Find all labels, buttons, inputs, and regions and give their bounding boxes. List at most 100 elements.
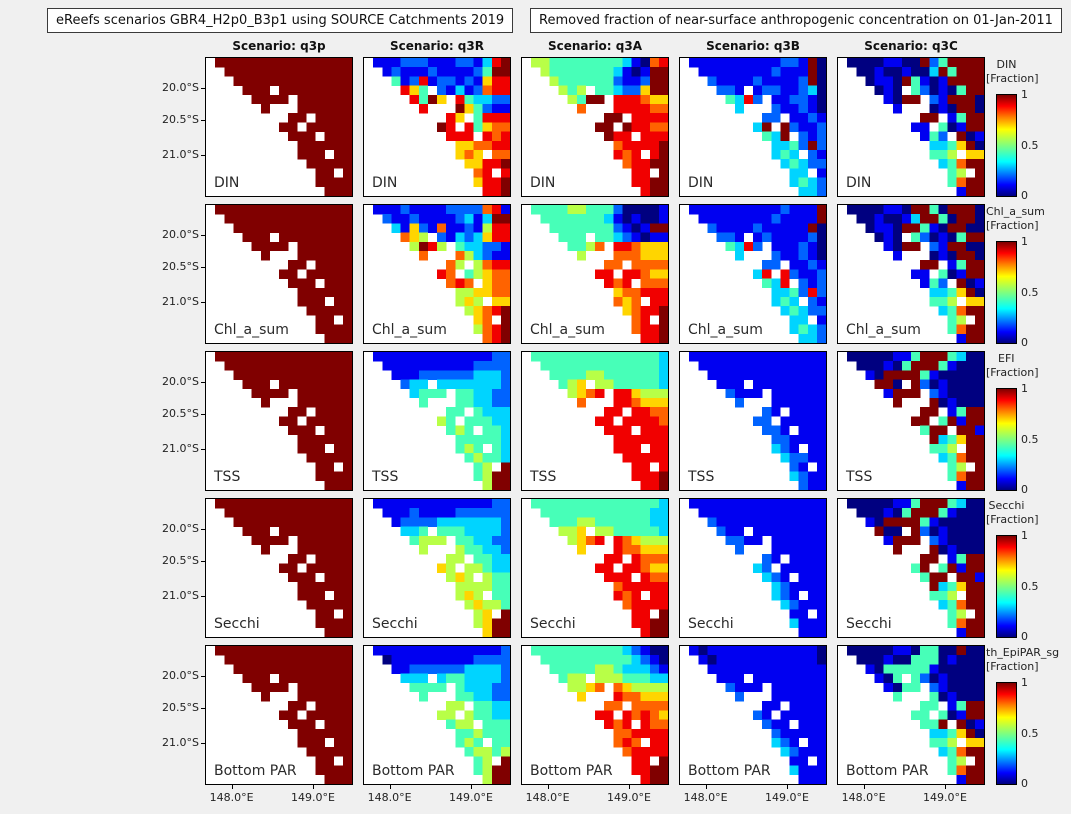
lat-tick-mark [201, 381, 205, 383]
map-panel-DIN-q3B: DIN [679, 57, 827, 197]
colorbar-tick-label: 0 [1021, 777, 1028, 790]
map-panel-Secchi-q3R: Secchi [363, 498, 511, 638]
lat-tick-mark [201, 675, 205, 677]
colorbar-tick-label: 0 [1021, 336, 1028, 349]
map-variable-label: TSS [688, 469, 715, 485]
map-panel-DIN-q3A: DIN [521, 57, 669, 197]
map-panel-Secchi-q3B: Secchi [679, 498, 827, 638]
map-variable-label: DIN [846, 175, 872, 191]
lon-tick-label: 148.0°E [841, 791, 886, 804]
lat-tick-label: 20.5°S [162, 113, 199, 126]
map-panel-TSS-q3B: TSS [679, 351, 827, 491]
colorbar-tick-label: 1 [1021, 529, 1028, 542]
map-variable-label: Bottom PAR [688, 763, 771, 779]
colorbar-tick-label: 0 [1021, 189, 1028, 202]
map-variable-label: TSS [372, 469, 399, 485]
column-header-q3A: Scenario: q3A [547, 39, 642, 53]
heatmap-TSS-q3B [689, 352, 826, 490]
heatmap-Secchi-q3B [689, 499, 826, 637]
map-variable-label: TSS [846, 469, 873, 485]
lat-tick-label: 20.5°S [162, 701, 199, 714]
lon-tick-mark [231, 785, 233, 789]
heatmap-DIN-q3C [847, 58, 984, 196]
lat-tick-label: 21.0°S [162, 589, 199, 602]
map-panel-Bottom_PAR-q3p: Bottom PAR [205, 645, 353, 785]
map-panel-Secchi-q3p: Secchi [205, 498, 353, 638]
lat-tick-mark [201, 528, 205, 530]
heatmap-DIN-q3R [373, 58, 510, 196]
map-variable-label: Chl_a_sum [846, 322, 921, 338]
map-variable-label: Chl_a_sum [372, 322, 447, 338]
colorbar-tick-label: 0.5 [1021, 432, 1039, 446]
map-variable-label: Secchi [846, 616, 892, 632]
map-panel-TSS-q3C: TSS [837, 351, 985, 491]
lon-tick-label: 149.0°E [765, 791, 810, 804]
lon-tick-label: 149.0°E [291, 791, 336, 804]
lat-tick-mark [201, 561, 205, 562]
map-variable-label: Bottom PAR [214, 763, 297, 779]
colorbar-tick-label: 1 [1021, 88, 1028, 101]
colorbar-th_EpiPAR_sg [996, 682, 1017, 785]
heatmap-Chl_a_sum-q3B [689, 205, 826, 343]
lat-tick-label: 21.0°S [162, 148, 199, 161]
colorbar-tick-label: 1 [1021, 676, 1028, 689]
heatmap-TSS-q3C [847, 352, 984, 490]
colorbar-unit: [Fraction] [986, 219, 1039, 232]
map-panel-TSS-q3R: TSS [363, 351, 511, 491]
map-panel-Secchi-q3C: Secchi [837, 498, 985, 638]
colorbar-title: DIN [996, 58, 1017, 71]
colorbar-Chl_a_sum [996, 241, 1017, 344]
heatmap-Chl_a_sum-q3A [531, 205, 668, 343]
map-variable-label: Secchi [214, 616, 260, 632]
lat-tick-label: 20.5°S [162, 407, 199, 420]
column-header-q3C: Scenario: q3C [864, 39, 958, 53]
lon-tick-mark [863, 785, 865, 789]
heatmap-TSS-q3R [373, 352, 510, 490]
map-panel-Bottom_PAR-q3C: Bottom PAR [837, 645, 985, 785]
colorbar-tick-label: 0.5 [1021, 726, 1039, 740]
colorbar-unit: [Fraction] [986, 660, 1039, 673]
column-header-q3R: Scenario: q3R [390, 39, 484, 53]
colorbar-tick-label: 0 [1021, 630, 1028, 643]
map-variable-label: TSS [530, 469, 557, 485]
lat-tick-mark [201, 234, 205, 236]
map-panel-Chl_a_sum-q3R: Chl_a_sum [363, 204, 511, 344]
lat-tick-label: 20.0°S [162, 80, 199, 94]
heatmap-Chl_a_sum-q3p [215, 205, 352, 343]
heatmap-Secchi-q3p [215, 499, 352, 637]
map-variable-label: TSS [214, 469, 241, 485]
lat-tick-mark [201, 155, 205, 156]
colorbar-tick-label: 0 [1021, 483, 1028, 496]
colorbar-EFI [996, 388, 1017, 491]
lat-tick-label: 20.0°S [162, 521, 199, 535]
colorbar-unit: [Fraction] [986, 72, 1039, 85]
map-panel-Secchi-q3A: Secchi [521, 498, 669, 638]
heatmap-Bottom_PAR-q3A [531, 646, 668, 784]
map-panel-Bottom_PAR-q3B: Bottom PAR [679, 645, 827, 785]
lon-tick-label: 148.0°E [367, 791, 412, 804]
map-panel-DIN-q3C: DIN [837, 57, 985, 197]
figure-title-right: Removed fraction of near-surface anthrop… [530, 8, 1062, 33]
colorbar-unit: [Fraction] [986, 513, 1039, 526]
lat-tick-label: 20.0°S [162, 374, 199, 388]
heatmap-TSS-q3A [531, 352, 668, 490]
heatmap-Bottom_PAR-q3C [847, 646, 984, 784]
lon-tick-label: 148.0°E [683, 791, 728, 804]
lat-tick-label: 20.0°S [162, 668, 199, 682]
lat-tick-mark [201, 449, 205, 450]
heatmap-Bottom_PAR-q3R [373, 646, 510, 784]
heatmap-Bottom_PAR-q3B [689, 646, 826, 784]
map-variable-label: DIN [372, 175, 398, 191]
map-variable-label: DIN [688, 175, 714, 191]
lat-tick-mark [201, 302, 205, 303]
lon-tick-label: 148.0°E [209, 791, 254, 804]
heatmap-Chl_a_sum-q3R [373, 205, 510, 343]
colorbar-title: Secchi [988, 499, 1025, 512]
column-header-q3p: Scenario: q3p [232, 39, 326, 53]
heatmap-DIN-q3p [215, 58, 352, 196]
lat-tick-mark [201, 87, 205, 89]
lat-tick-mark [201, 708, 205, 709]
lon-tick-mark [471, 785, 473, 789]
map-panel-TSS-q3p: TSS [205, 351, 353, 491]
